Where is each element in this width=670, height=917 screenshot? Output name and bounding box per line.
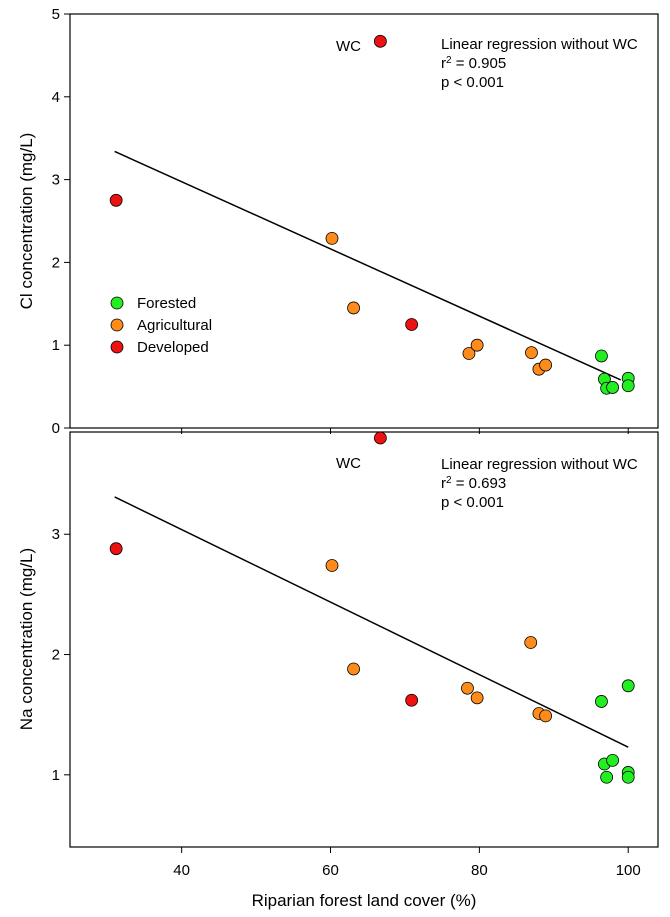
na-regression-title: Linear regression without WC	[441, 456, 638, 473]
na-plot-frame	[69, 431, 659, 848]
x-tick-label-1: 60	[322, 862, 339, 879]
point-agricultural-1-3	[325, 559, 339, 572]
na-r2-prefix: r	[441, 475, 446, 492]
point-developed-1-0	[373, 431, 387, 445]
legend-marker-developed	[110, 340, 124, 354]
na-regression	[114, 496, 629, 748]
cl-regression-title: Linear regression without WC	[441, 36, 638, 53]
point-agricultural-1-9	[539, 709, 553, 723]
point-developed-1-2	[405, 693, 419, 707]
x-tick-label-0: 40	[173, 862, 190, 879]
na-p-value: p < 0.001	[441, 494, 504, 511]
na-r2-value: = 0.693	[452, 475, 507, 492]
x-ticks: 40 60 80 100	[173, 847, 641, 879]
point-forested-0-13	[606, 381, 619, 394]
na-outlier-label: WC	[336, 455, 361, 472]
point-developed-0-1	[109, 193, 123, 207]
cl-plot-frame	[69, 13, 659, 429]
y-tick-label-0-2: 2	[52, 254, 60, 271]
cl-r2-sup: 2	[446, 55, 452, 66]
point-agricultural-0-3	[325, 231, 339, 245]
x-axis-title: Riparian forest land cover (%)	[252, 891, 477, 910]
point-agricultural-0-4	[347, 301, 360, 315]
point-agricultural-0-5	[462, 347, 476, 360]
y-tick-label-0-3: 3	[52, 172, 60, 189]
cl-regression	[114, 150, 622, 381]
na-y-ticks: 1 2 3	[52, 526, 70, 784]
na-points	[109, 431, 635, 784]
legend-marker-forested	[110, 296, 124, 310]
cl-r2: r2 = 0.905	[441, 55, 506, 73]
na-panel: Na concentration (mg/L) 1 2 3 40 60 80 100 WC…	[17, 431, 659, 910]
cl-y-axis-title: Cl concentration (mg/L)	[17, 133, 36, 310]
point-developed-0-0	[373, 34, 387, 48]
legend-label-agricultural: Agricultural	[137, 317, 212, 334]
na-y-axis-title: Na concentration (mg/L)	[17, 548, 36, 730]
cl-outlier-label: WC	[336, 38, 361, 55]
cl-panel: Cl concentration (mg/L) 0 1 2 3 4 5 WC Linear…	[17, 6, 659, 437]
point-agricultural-1-5	[461, 681, 474, 695]
point-forested-0-15	[621, 379, 635, 393]
cl-points	[109, 34, 635, 395]
point-forested-1-16	[621, 770, 635, 784]
legend: Forested Agricultural Developed	[110, 295, 212, 356]
y-tick-label-0-4: 4	[52, 89, 60, 106]
point-forested-1-12	[600, 770, 614, 784]
point-agricultural-0-7	[525, 346, 538, 360]
y-tick-label-1-2: 3	[52, 526, 60, 543]
x-tick-label-3: 100	[616, 862, 641, 879]
cl-r2-prefix: r	[441, 55, 446, 72]
cl-p-value: p < 0.001	[441, 74, 504, 91]
y-tick-label-1-0: 1	[52, 767, 60, 784]
y-tick-label-0-5: 5	[52, 6, 60, 23]
legend-label-forested: Forested	[137, 295, 196, 312]
x-tick-label-2: 80	[471, 862, 488, 879]
y-tick-label-1-1: 2	[52, 647, 60, 664]
regression-line-0	[114, 150, 622, 381]
y-tick-label-0-0: 0	[52, 420, 60, 437]
na-r2-sup: 2	[446, 475, 452, 486]
cl-y-ticks: 0 1 2 3 4 5	[52, 6, 629, 437]
y-tick-label-0-1: 1	[52, 337, 60, 354]
legend-label-developed: Developed	[137, 339, 209, 356]
point-developed-0-2	[405, 318, 419, 331]
point-agricultural-1-7	[524, 636, 538, 649]
legend-marker-agricultural	[110, 318, 124, 332]
point-forested-1-14	[621, 679, 635, 693]
point-forested-1-13	[606, 753, 619, 767]
point-agricultural-1-6	[470, 691, 484, 705]
point-forested-0-10	[595, 349, 608, 363]
regression-line-1	[114, 496, 629, 748]
point-forested-1-10	[595, 695, 608, 708]
point-developed-1-1	[109, 542, 123, 556]
point-agricultural-0-9	[539, 358, 553, 372]
cl-r2-value: = 0.905	[452, 55, 507, 72]
point-agricultural-0-6	[470, 338, 484, 352]
point-agricultural-1-4	[347, 662, 360, 676]
na-r2: r2 = 0.693	[441, 475, 506, 493]
